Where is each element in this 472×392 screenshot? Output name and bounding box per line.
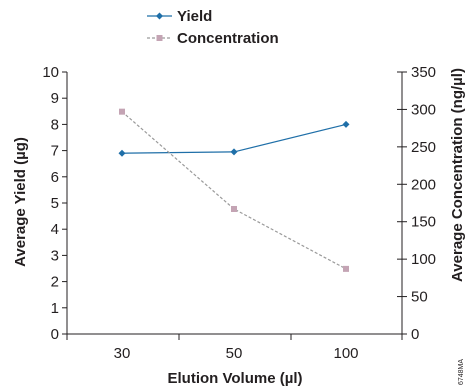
y2-axis-title: Average Concentration (ng/µl) xyxy=(449,68,466,282)
left-tick-label: 9 xyxy=(51,90,59,107)
legend-yield-marker xyxy=(156,12,163,20)
concentration-line xyxy=(121,111,347,270)
legend-concentration-label: Concentration xyxy=(177,30,279,47)
x-tick-label: 30 xyxy=(114,345,131,362)
x-tick-label: 50 xyxy=(226,345,243,362)
x-tick-label: 100 xyxy=(333,345,358,362)
yield-point xyxy=(342,120,350,128)
left-tick-label: 5 xyxy=(51,195,59,212)
right-tick-label: 100 xyxy=(411,251,436,268)
left-tick-label: 1 xyxy=(51,300,59,317)
concentration-point xyxy=(119,108,125,115)
left-tick-label: 2 xyxy=(51,274,59,291)
left-tick-labels: 0 1 2 3 4 5 6 7 8 9 10 xyxy=(42,64,59,343)
right-tick-label: 150 xyxy=(411,214,436,231)
legend: Yield Concentration xyxy=(147,8,279,47)
legend-yield-label: Yield xyxy=(177,8,212,25)
legend-concentration-marker xyxy=(156,35,163,41)
left-tick-label: 6 xyxy=(51,169,59,186)
axes xyxy=(62,71,407,340)
series-layer xyxy=(118,108,350,272)
right-tick-label: 250 xyxy=(411,139,436,156)
left-tick-label: 4 xyxy=(51,221,59,238)
right-tick-label: 350 xyxy=(411,64,436,81)
concentration-point xyxy=(231,205,237,212)
left-tick-label: 7 xyxy=(51,143,59,160)
yield-point xyxy=(230,148,238,156)
left-tick-label: 0 xyxy=(51,326,59,343)
yield-point xyxy=(118,149,126,157)
concentration-point xyxy=(343,265,349,272)
left-tick-label: 8 xyxy=(51,116,59,133)
left-tick-label: 10 xyxy=(42,64,59,81)
right-tick-label: 50 xyxy=(411,289,428,306)
figure-code: 6748MA xyxy=(458,359,465,385)
right-tick-labels: 0 50 100 150 200 250 300 350 xyxy=(411,64,436,343)
right-tick-label: 0 xyxy=(411,326,419,343)
right-tick-label: 300 xyxy=(411,101,436,118)
left-tick-label: 3 xyxy=(51,247,59,264)
x-axis-title: Elution Volume (µl) xyxy=(167,370,302,387)
y-axis-title: Average Yield (µg) xyxy=(12,137,29,267)
right-tick-label: 200 xyxy=(411,176,436,193)
x-tick-labels: 30 50 100 xyxy=(114,345,359,362)
